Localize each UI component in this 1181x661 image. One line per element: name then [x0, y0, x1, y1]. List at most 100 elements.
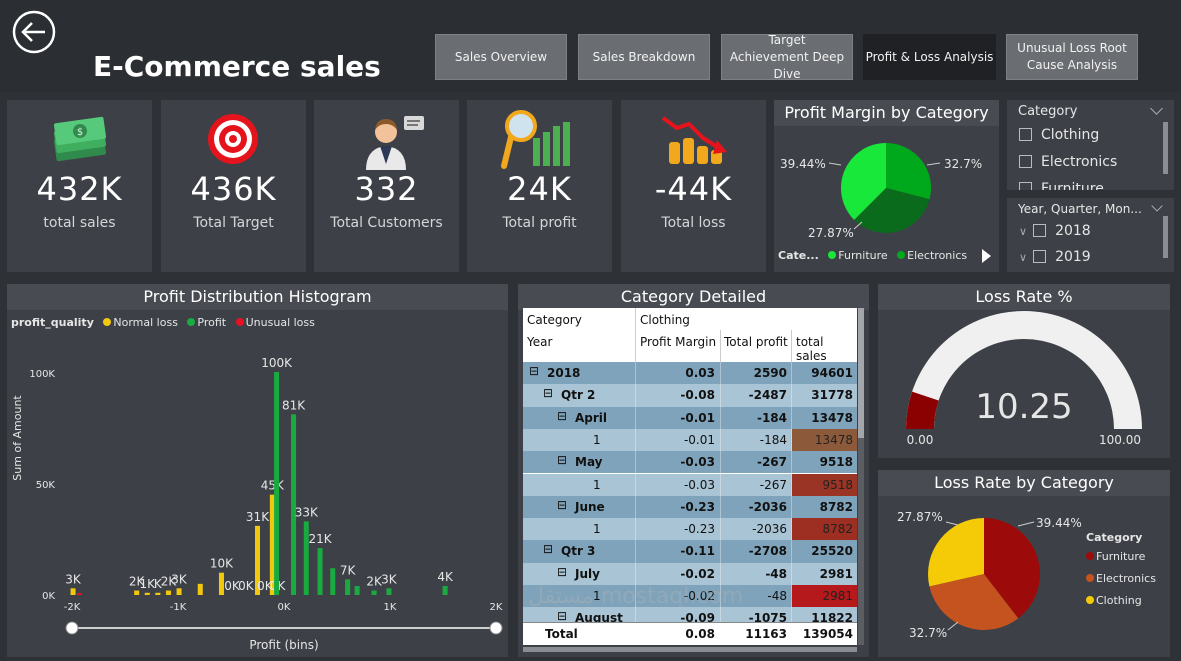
histogram-bar[interactable]: [330, 568, 336, 595]
bar-data-label: 3K: [171, 572, 188, 586]
total-tp: 11163: [745, 627, 787, 641]
histogram-bar[interactable]: [274, 372, 280, 595]
pie-slice-electronics[interactable]: [929, 574, 1019, 630]
slicer-scrollbar[interactable]: [1163, 216, 1168, 258]
chevron-down-icon[interactable]: [1151, 200, 1163, 212]
customer-icon: [366, 116, 424, 170]
bar-data-label: 0K: [224, 579, 241, 593]
range-slider-max-handle[interactable]: [489, 621, 503, 635]
collapse-icon[interactable]: ⊟: [557, 609, 568, 624]
collapse-icon[interactable]: ⊟: [557, 564, 568, 579]
bar-data-label: 33K: [295, 505, 319, 519]
table-row[interactable]: ⊟ June -0.23 -2036 8782: [523, 495, 857, 519]
slicer-item-2019[interactable]: ∨ 2019: [1019, 249, 1091, 265]
x-tick: -1K: [170, 602, 187, 613]
histogram-bar[interactable]: [442, 586, 448, 595]
table-row[interactable]: ⊟ 2018 0.03 2590 94601: [523, 362, 857, 385]
pie-slice-electronics[interactable]: [854, 188, 930, 234]
histogram-bar[interactable]: [176, 588, 182, 595]
slicer-item-clothing[interactable]: Clothing: [1019, 127, 1099, 143]
back-button[interactable]: [12, 10, 56, 54]
bar-data-label: 4K: [437, 570, 454, 584]
bar-data-label: 45K: [261, 479, 285, 493]
legend-next-icon[interactable]: [982, 249, 991, 263]
slicer-scrollbar[interactable]: [1163, 122, 1168, 174]
nav-sales-breakdown[interactable]: Sales Breakdown: [578, 34, 710, 80]
matrix-table-container: Category Clothing Year Profit Margin Tot…: [523, 308, 857, 645]
histogram-bar[interactable]: [144, 592, 150, 595]
histogram-bar[interactable]: [354, 586, 360, 595]
histogram-bar[interactable]: [317, 548, 323, 595]
chevron-down-icon[interactable]: [1150, 102, 1163, 115]
cell-total-profit: -2036: [748, 499, 787, 514]
histogram-legend: profit_quality Normal loss Profit Unusua…: [11, 316, 315, 329]
histogram-bar[interactable]: [197, 583, 203, 595]
collapse-icon[interactable]: ⊟: [557, 453, 568, 468]
table-row[interactable]: ⊟ Qtr 2 -0.08 -2487 31778: [523, 384, 857, 407]
histogram-bar[interactable]: [291, 414, 297, 595]
slicer-item-2018[interactable]: ∨ 2018: [1019, 223, 1091, 239]
row-label: August: [575, 611, 623, 626]
histogram-bar[interactable]: [269, 494, 275, 595]
profit-margin-pie: 32.7% 27.87% 39.44%: [780, 143, 982, 240]
cell-total-profit: 2590: [753, 366, 787, 380]
table-row[interactable]: ⊟ April -0.01 -184 13478: [523, 406, 857, 429]
x-tick: 0K: [278, 602, 291, 613]
slicer-item-furniture[interactable]: Furniture: [1019, 181, 1104, 190]
histogram-bar[interactable]: [76, 593, 82, 595]
collapse-icon[interactable]: ⊟: [529, 364, 540, 378]
slicer-item-electronics[interactable]: Electronics: [1019, 154, 1117, 170]
table-row[interactable]: 1 -0.23 -2036 8782: [523, 518, 857, 541]
table-row[interactable]: ⊟ May -0.03 -267 9518: [523, 451, 857, 474]
collapse-icon[interactable]: ⊟: [543, 542, 554, 557]
histogram-bar[interactable]: [303, 521, 309, 595]
cell-total-profit: -2487: [748, 388, 787, 403]
matrix-scrollbar[interactable]: [858, 308, 864, 645]
nav-sales-overview[interactable]: Sales Overview: [435, 34, 567, 80]
collapse-icon[interactable]: ⊟: [557, 408, 568, 423]
histogram-bar[interactable]: [134, 590, 140, 595]
histogram-bar[interactable]: [218, 572, 224, 595]
pie-slice-furniture[interactable]: [984, 518, 1040, 619]
total-label: Total: [545, 627, 578, 641]
histogram-bar[interactable]: [255, 525, 260, 595]
table-row[interactable]: 1 -0.01 -184 13478: [523, 428, 857, 452]
range-slider-min-handle[interactable]: [65, 621, 79, 635]
matrix-hscrollbar[interactable]: [523, 647, 857, 652]
loss-category-pie: 39.44% 32.7% 27.87%: [897, 510, 1082, 640]
histogram-bar[interactable]: [70, 588, 76, 595]
cell-profit-margin: -0.23: [680, 499, 715, 514]
pie-slice-furniture[interactable]: [886, 143, 932, 200]
histogram-bar[interactable]: [371, 590, 377, 595]
bar-data-label: 31K: [246, 510, 270, 524]
gauge-max: 100.00: [1099, 433, 1141, 447]
category-detailed-panel: Category Detailed Category Clothing Year…: [518, 284, 869, 657]
y-axis-label: Sum of Amount: [11, 395, 24, 481]
y-tick: 0K: [42, 591, 55, 602]
row-label: July: [575, 566, 600, 581]
cell-profit-margin: -0.23: [683, 522, 715, 537]
collapse-icon[interactable]: ⊟: [557, 497, 568, 512]
cell-total-profit: -2036: [752, 522, 787, 537]
kpi-value: -44K: [654, 170, 733, 208]
nav-profit-loss[interactable]: Profit & Loss Analysis: [863, 34, 996, 80]
nav-target-achievement[interactable]: Target Achievement Deep Dive: [721, 33, 853, 81]
gauge-value: 10.25: [975, 387, 1072, 427]
histogram-bar[interactable]: [165, 590, 171, 595]
bar-data-label: 0K: [257, 579, 274, 593]
pie-slice-clothing[interactable]: [928, 518, 984, 587]
header-cell: Clothing: [640, 313, 690, 327]
pie-label: 32.7%: [909, 626, 947, 640]
table-row[interactable]: 1 -0.02 -48 2981: [523, 585, 857, 608]
collapse-icon[interactable]: ⊟: [543, 386, 554, 401]
legend-item-furniture: Furniture: [1086, 550, 1156, 563]
histogram-bar[interactable]: [345, 579, 351, 595]
table-row[interactable]: 1 -0.03 -267 9518: [523, 473, 857, 496]
table-row[interactable]: ⊟ Qtr 3 -0.11 -2708 25520: [523, 540, 857, 563]
pie-slice-clothing[interactable]: [840, 143, 886, 220]
nav-unusual-loss[interactable]: Unusual Loss Root Cause Analysis: [1006, 34, 1138, 80]
kpi-card-total-target: 436K Total Target: [161, 100, 306, 272]
histogram-bar[interactable]: [386, 588, 392, 595]
histogram-bar[interactable]: [155, 592, 161, 595]
table-row[interactable]: ⊟ July -0.02 -48 2981: [523, 562, 857, 585]
